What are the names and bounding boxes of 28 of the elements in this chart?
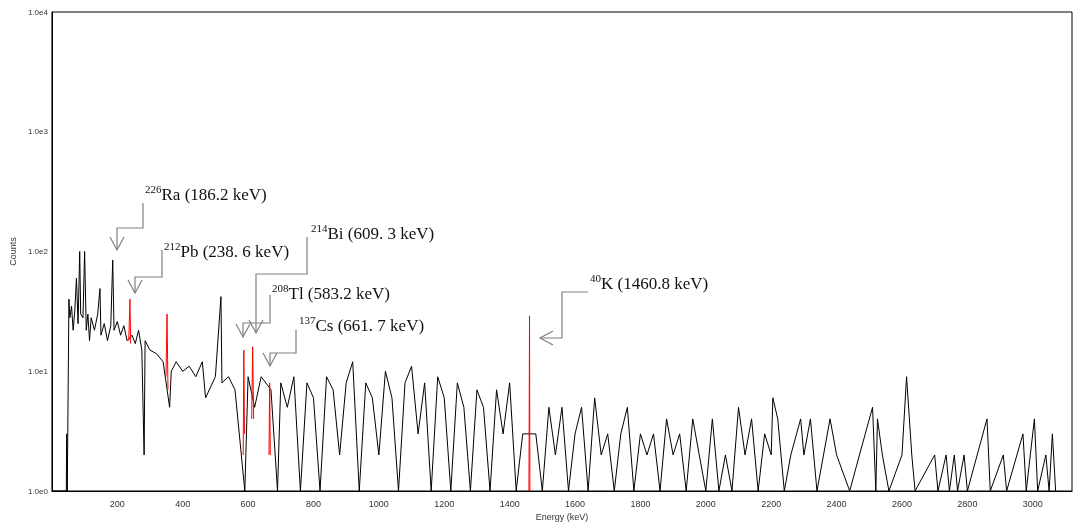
x-tick-label: 3000 [1022, 498, 1043, 509]
annotation: $^{208}$Tl (583.2 keV) [272, 281, 391, 303]
y-tick-label: 1.0e4 [27, 7, 49, 17]
y-tick-label: 1.0e3 [27, 127, 49, 137]
x-tick-label: 2400 [826, 498, 847, 509]
x-tick-label: 1400 [499, 498, 520, 509]
x-tick-label: 600 [240, 498, 256, 509]
x-tick-label: 1200 [434, 498, 455, 509]
x-tick-label: 2800 [957, 498, 978, 509]
annotation: $^{137}$Cs (661. 7 keV) [299, 313, 425, 335]
x-tick-label: 2000 [695, 498, 716, 509]
annotation: $^{212}$Pb (238. 6 keV) [164, 239, 290, 261]
x-tick-label: 400 [175, 498, 191, 509]
annotation: $^{40}$K (1460.8 keV) [590, 271, 709, 293]
y-tick-label: 1.0e2 [27, 247, 49, 256]
annotation: $^{214}$Bi (609. 3 keV) [311, 221, 435, 243]
x-tick-label: 1000 [368, 498, 389, 509]
x-tick-label: 800 [305, 498, 321, 509]
y-tick-label: 1.0e0 [27, 486, 49, 496]
y-tick-label: 1.0e1 [27, 366, 49, 376]
x-axis-title: Energy (keV) [535, 512, 589, 523]
x-tick-label: 2200 [761, 498, 782, 509]
x-tick-label: 1800 [630, 498, 651, 509]
x-tick-label: 1600 [565, 498, 586, 509]
annotation: $^{226}$Ra (186.2 keV) [145, 182, 267, 204]
y-axis-title: Counts [7, 236, 18, 266]
x-tick-label: 200 [109, 498, 125, 509]
x-tick-label: 2600 [891, 498, 912, 509]
